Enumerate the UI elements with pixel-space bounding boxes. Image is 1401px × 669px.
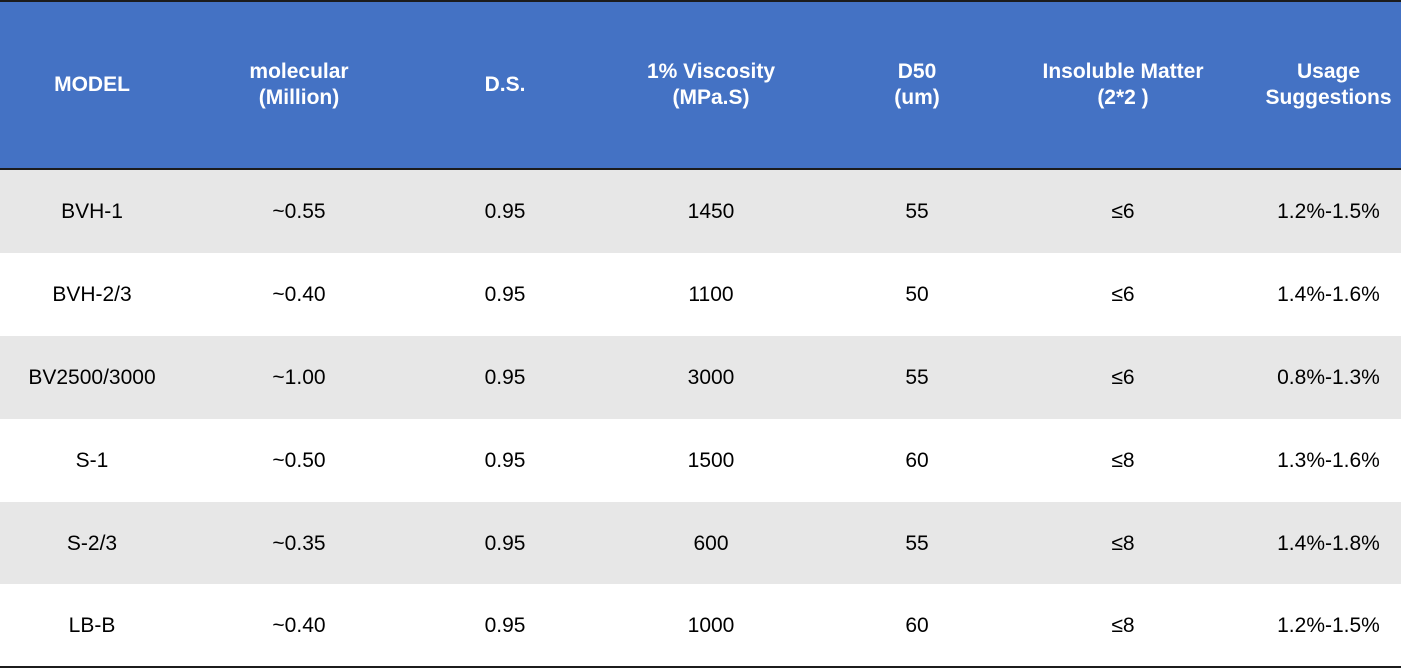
cell-ds: 0.95 [484, 282, 526, 306]
column-header-unit: (Million) [258, 86, 340, 109]
column-header-line: Insoluble Matter [1042, 60, 1204, 83]
column-header-usage-suggestions: Usage Suggestions [1256, 2, 1401, 168]
column-header-line: MODEL [54, 73, 130, 96]
column-header-viscosity: 1% Viscosity (MPa.S) [608, 2, 814, 168]
table-row: S-1 ~0.50 0.95 1500 60 ≤8 1.3%-1.6% [0, 419, 1401, 502]
table-row: BV2500/3000 ~1.00 0.95 3000 55 ≤6 0.8%-1… [0, 336, 1401, 419]
cell-molecular: ~1.00 [272, 365, 326, 389]
cell-ds: 0.95 [484, 531, 526, 555]
cell-ds: 0.95 [484, 365, 526, 389]
column-header-insoluble-matter: Insoluble Matter (2*2 ) [1020, 2, 1226, 168]
column-header-unit: (2*2 ) [1097, 86, 1149, 109]
cell-usage-suggestions: 0.8%-1.3% [1277, 365, 1380, 389]
cell-insoluble-matter: ≤6 [1111, 199, 1135, 223]
cell-insoluble-matter: ≤6 [1111, 365, 1135, 389]
column-header-ds: D.S. [402, 2, 608, 168]
cell-d50: 55 [905, 365, 929, 389]
cell-model: S-1 [75, 448, 109, 472]
cell-viscosity: 3000 [687, 365, 735, 389]
table-row: BVH-1 ~0.55 0.95 1450 55 ≤6 1.2%-1.5% [0, 170, 1401, 253]
cell-ds: 0.95 [484, 199, 526, 223]
column-header-d50: D50 (um) [814, 2, 1020, 168]
cell-model: BVH-1 [61, 199, 123, 223]
column-header-model: MODEL [0, 2, 184, 168]
cell-viscosity: 1000 [687, 613, 735, 637]
cell-model: BVH-2/3 [52, 282, 132, 306]
column-header-line: Suggestions [1265, 86, 1392, 109]
table-bottom-rule [0, 666, 1401, 668]
cell-insoluble-matter: ≤8 [1111, 448, 1135, 472]
cell-d50: 50 [905, 282, 929, 306]
cell-usage-suggestions: 1.2%-1.5% [1277, 199, 1380, 223]
column-header-line: Usage [1296, 60, 1361, 83]
cell-insoluble-matter: ≤6 [1111, 282, 1135, 306]
cell-d50: 55 [905, 531, 929, 555]
cell-usage-suggestions: 1.4%-1.6% [1277, 282, 1380, 306]
cell-viscosity: 600 [693, 531, 729, 555]
cell-insoluble-matter: ≤8 [1111, 613, 1135, 637]
cell-molecular: ~0.40 [272, 613, 326, 637]
cell-ds: 0.95 [484, 448, 526, 472]
table-header-rule [0, 168, 1401, 170]
table-header-row [0, 2, 1401, 168]
cell-model: BV2500/3000 [28, 365, 156, 389]
cell-usage-suggestions: 1.2%-1.5% [1277, 613, 1380, 637]
column-header-line: D50 [897, 60, 937, 83]
cell-viscosity: 1100 [688, 282, 734, 306]
cell-ds: 0.95 [484, 613, 526, 637]
cell-d50: 60 [905, 448, 929, 472]
cell-viscosity: 1500 [687, 448, 735, 472]
cell-molecular: ~0.50 [272, 448, 326, 472]
table-row: S-2/3 ~0.35 0.95 600 55 ≤8 1.4%-1.8% [0, 502, 1401, 585]
cell-d50: 55 [905, 199, 929, 223]
cell-molecular: ~0.40 [272, 282, 326, 306]
column-header-unit: (MPa.S) [672, 86, 750, 109]
cell-model: S-2/3 [66, 531, 118, 555]
cell-usage-suggestions: 1.4%-1.8% [1277, 531, 1380, 555]
column-header-unit: (um) [894, 86, 940, 109]
cell-molecular: ~0.35 [272, 531, 326, 555]
column-header-molecular: molecular (Million) [196, 2, 402, 168]
table-row: LB-B ~0.40 0.95 1000 60 ≤8 1.2%-1.5% [0, 584, 1401, 667]
cell-d50: 60 [905, 613, 929, 637]
cell-insoluble-matter: ≤8 [1111, 531, 1135, 555]
cell-molecular: ~0.55 [272, 199, 326, 223]
table-top-rule [0, 0, 1401, 2]
column-header-line: D.S. [484, 73, 526, 96]
cell-model: LB-B [68, 613, 116, 637]
cell-viscosity: 1450 [687, 199, 735, 223]
cell-usage-suggestions: 1.3%-1.6% [1277, 448, 1380, 472]
column-header-line: 1% Viscosity [646, 60, 776, 83]
column-header-line: molecular [249, 60, 349, 83]
table-row: BVH-2/3 ~0.40 0.95 1100 50 ≤6 1.4%-1.6% [0, 253, 1401, 336]
